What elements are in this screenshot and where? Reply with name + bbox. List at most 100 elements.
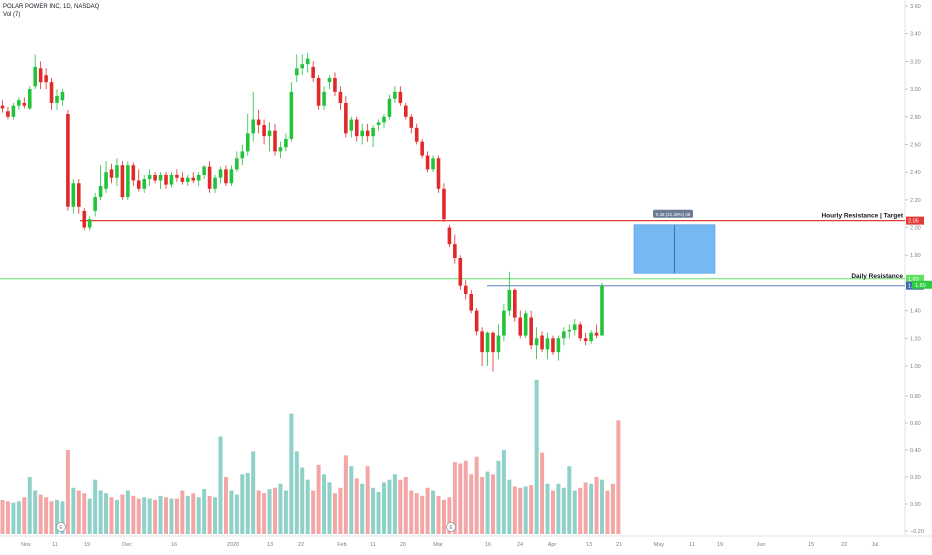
volume-bar bbox=[11, 502, 16, 534]
candle-body bbox=[22, 102, 27, 106]
volume-bar bbox=[300, 467, 305, 534]
time-tick-label: Jul bbox=[871, 542, 878, 548]
candle-body bbox=[567, 330, 572, 332]
volume-bar bbox=[223, 477, 228, 534]
price-tick-label: 1.80 bbox=[910, 253, 921, 259]
candle-body bbox=[289, 91, 294, 139]
volume-tick-label: 0.20 bbox=[910, 475, 921, 481]
candle-body bbox=[463, 285, 468, 294]
volume-bar bbox=[229, 490, 234, 534]
volume-bar bbox=[589, 483, 594, 534]
candle-body bbox=[93, 197, 97, 211]
volume-bar bbox=[202, 489, 207, 534]
daily-resistance-label: Daily Resistance bbox=[851, 273, 903, 280]
time-tick-label: 19 bbox=[84, 542, 90, 548]
volume-bar bbox=[447, 497, 452, 534]
candle-body bbox=[245, 133, 250, 152]
volume-bar bbox=[458, 463, 463, 534]
daily-resistance-tag-text: 1.63 bbox=[908, 277, 919, 283]
candle-body bbox=[6, 111, 10, 117]
volume-bar bbox=[256, 490, 261, 534]
volume-bar bbox=[44, 497, 49, 534]
volume-tick-label: 0.60 bbox=[910, 421, 921, 427]
volume-bar bbox=[207, 495, 212, 534]
volume-bar bbox=[104, 493, 109, 534]
candle-body bbox=[589, 332, 593, 342]
candle-body bbox=[551, 338, 555, 353]
candle-body bbox=[284, 138, 288, 148]
candle-body bbox=[49, 82, 54, 103]
time-tick-label: 19 bbox=[717, 542, 723, 548]
volume-bar bbox=[365, 466, 370, 534]
volume-bar bbox=[196, 497, 201, 534]
candle-body bbox=[131, 165, 136, 181]
volume-bar bbox=[605, 490, 610, 534]
volume-bar bbox=[507, 479, 512, 534]
volume-bar bbox=[414, 493, 419, 534]
candle-body bbox=[502, 310, 506, 336]
volume-tick-label: −0.20 bbox=[910, 529, 924, 535]
volume-bar bbox=[305, 479, 310, 534]
candle-body bbox=[360, 130, 364, 137]
volume-bar bbox=[523, 486, 528, 534]
volume-bar bbox=[441, 499, 446, 534]
time-tick-label: Mar bbox=[433, 542, 443, 548]
time-tick-label: 11 bbox=[689, 542, 695, 548]
candle-body bbox=[224, 169, 228, 184]
volume-bar bbox=[567, 466, 572, 534]
time-tick-label: 11 bbox=[370, 542, 376, 548]
volume-indicator-label: Vol (7) bbox=[3, 12, 21, 18]
volume-bar bbox=[398, 479, 403, 534]
candle-body bbox=[583, 338, 588, 342]
candle-body bbox=[240, 151, 245, 159]
volume-bar bbox=[594, 477, 599, 534]
volume-bar bbox=[49, 501, 54, 534]
time-tick-label: 24 bbox=[517, 542, 523, 548]
time-tick-label: Feb bbox=[337, 542, 346, 548]
candle-body bbox=[376, 122, 381, 126]
volume-bar bbox=[452, 462, 457, 534]
candle-body bbox=[365, 130, 370, 137]
time-tick-label: 11 bbox=[52, 542, 58, 548]
candle-body bbox=[87, 219, 92, 228]
candle-body bbox=[523, 313, 528, 336]
volume-bar bbox=[0, 499, 5, 534]
candle-body bbox=[77, 183, 81, 207]
volume-bar bbox=[180, 490, 185, 534]
volume-bar bbox=[311, 490, 316, 534]
candle-body bbox=[196, 174, 201, 181]
candle-body bbox=[33, 66, 37, 87]
volume-bar bbox=[27, 477, 32, 534]
candle-body bbox=[186, 177, 190, 182]
candle-body bbox=[354, 119, 359, 137]
earnings-marker-icon bbox=[446, 522, 456, 532]
volume-bar bbox=[131, 495, 136, 534]
symbol-title: POLAR POWER INC, 1D, NASDAQ bbox=[3, 4, 100, 10]
candle-body bbox=[213, 177, 217, 189]
volume-bar bbox=[76, 490, 81, 534]
volume-tick-label: 0.40 bbox=[910, 448, 921, 454]
volume-bar bbox=[273, 487, 277, 534]
candle-body bbox=[600, 285, 604, 336]
candle-body bbox=[480, 331, 484, 353]
candle-body bbox=[104, 172, 108, 189]
volume-bar bbox=[120, 494, 125, 534]
candle-body bbox=[414, 127, 419, 142]
candle-body bbox=[458, 258, 463, 286]
volume-bar bbox=[245, 472, 250, 534]
volume-bar bbox=[387, 479, 392, 534]
volume-bar bbox=[114, 499, 119, 534]
volume-bar bbox=[289, 413, 294, 534]
candle-body bbox=[562, 331, 566, 339]
candle-body bbox=[207, 166, 212, 189]
volume-bar bbox=[578, 487, 583, 534]
candle-body bbox=[382, 116, 386, 123]
volume-bar bbox=[403, 477, 408, 534]
candle-body bbox=[120, 165, 125, 198]
volume-bar bbox=[33, 490, 38, 534]
time-tick-label: 21 bbox=[616, 542, 622, 548]
volume-bar bbox=[55, 499, 59, 534]
volume-bar bbox=[583, 482, 588, 534]
candle-body bbox=[436, 158, 441, 189]
